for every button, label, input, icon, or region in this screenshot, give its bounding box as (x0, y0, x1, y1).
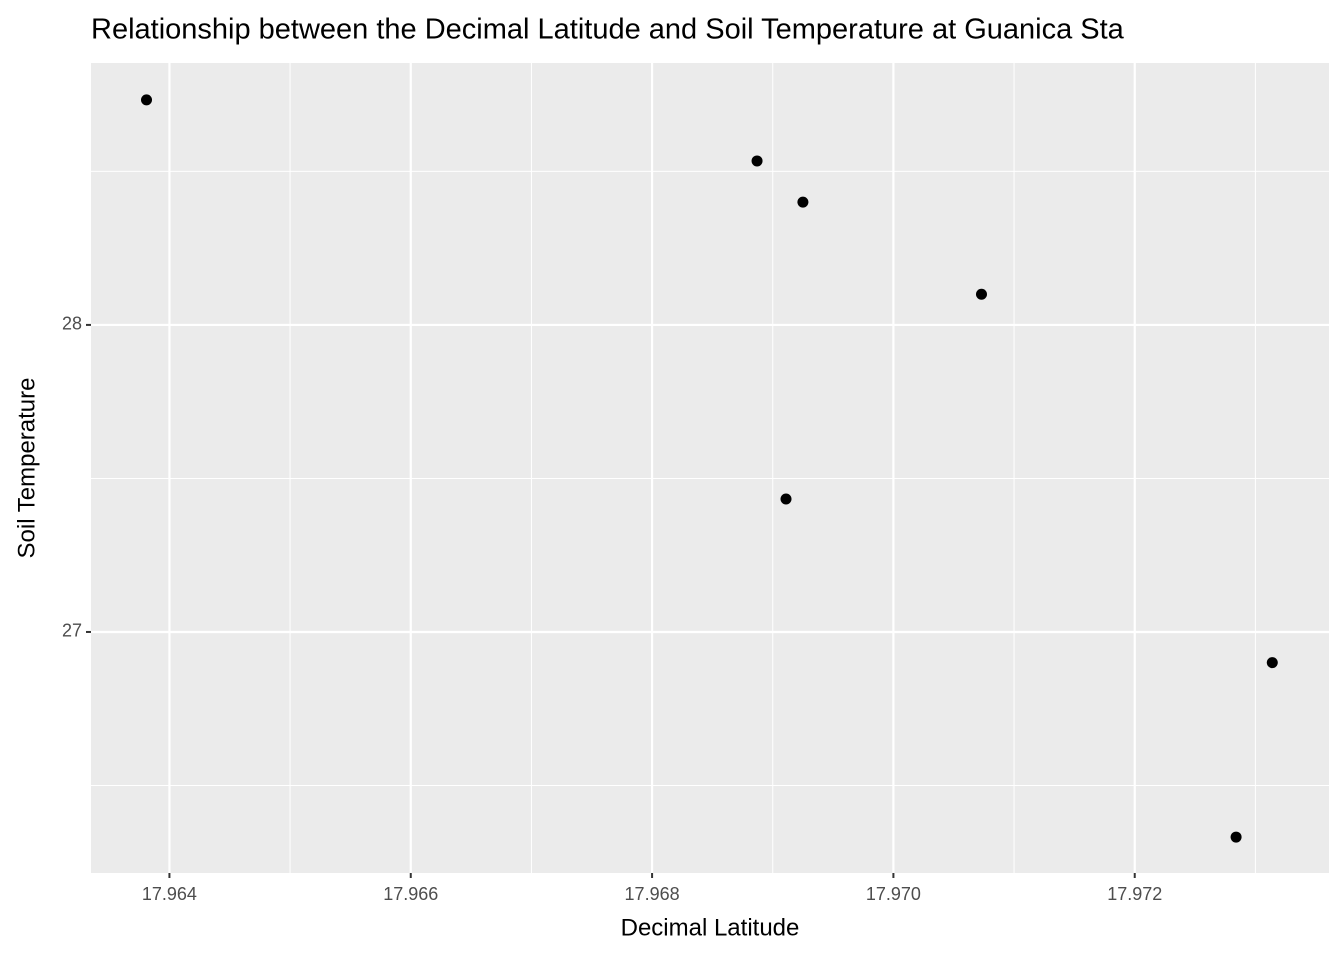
point (1230, 831, 1242, 843)
chart-title: Relationship between the Decimal Latitud… (91, 14, 1125, 46)
point (975, 288, 987, 300)
y-axis-title: Soil Temperature (13, 378, 40, 559)
grid (91, 63, 1329, 873)
x-tick-label: 17.964 (142, 884, 197, 904)
point (1266, 657, 1278, 669)
x-tick-label: 17.970 (866, 884, 921, 904)
point (797, 196, 809, 208)
y-tick-label: 27 (62, 621, 82, 641)
x-tick-label: 17.968 (625, 884, 680, 904)
x-axis-title: Decimal Latitude (621, 914, 800, 941)
point (751, 155, 763, 167)
y-tick-label: 28 (62, 314, 82, 334)
x-tick-label: 17.972 (1107, 884, 1162, 904)
x-tick-label: 17.966 (383, 884, 438, 904)
panel (91, 63, 1329, 873)
point (780, 493, 792, 505)
point (141, 94, 153, 106)
